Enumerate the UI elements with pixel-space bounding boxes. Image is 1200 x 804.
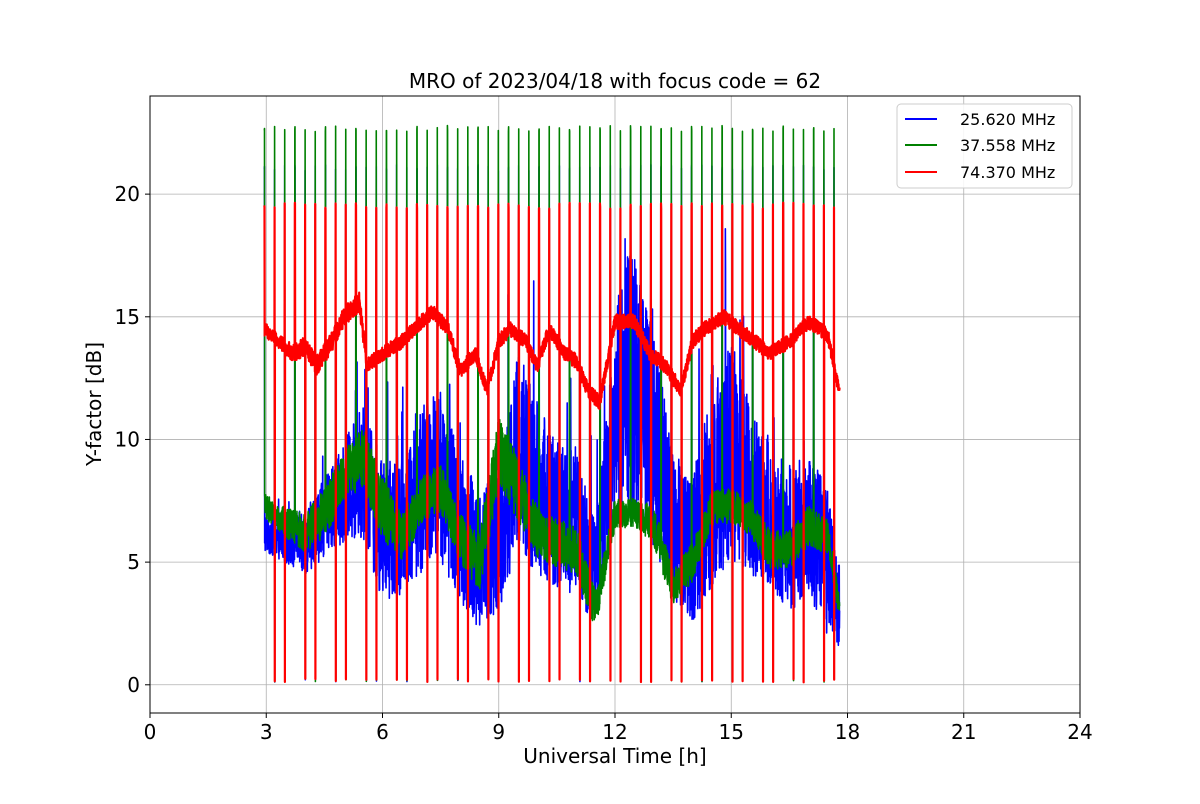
x-tick-label: 9 (492, 720, 505, 744)
x-tick-label: 18 (835, 720, 860, 744)
x-tick-label: 0 (144, 720, 157, 744)
x-tick-label: 21 (951, 720, 976, 744)
x-tick-label: 15 (719, 720, 744, 744)
plot-series (263, 124, 841, 684)
x-tick-label: 24 (1067, 720, 1092, 744)
y-tick-label: 0 (127, 673, 140, 697)
y-tick-label: 15 (115, 305, 140, 329)
chart-title: MRO of 2023/04/18 with focus code = 62 (409, 69, 821, 93)
legend-label-74mhz: 74.370 MHz (960, 163, 1055, 182)
y-tick-label: 5 (127, 550, 140, 574)
y-tick-label: 10 (115, 427, 140, 451)
axis-ticks: 0 3 6 9 12 15 18 21 24 0 5 10 15 20 (115, 182, 1093, 744)
x-axis-label: Universal Time [h] (523, 744, 706, 768)
x-tick-label: 12 (602, 720, 627, 744)
y-axis-label: Y-factor [dB] (82, 342, 106, 467)
x-tick-label: 3 (260, 720, 273, 744)
legend: 25.620 MHz 37.558 MHz 74.370 MHz (896, 103, 1073, 189)
legend-label-25mhz: 25.620 MHz (960, 110, 1055, 129)
series-74mhz-line (263, 201, 841, 684)
legend-box (896, 103, 1073, 189)
x-tick-label: 6 (376, 720, 389, 744)
legend-label-37mhz: 37.558 MHz (960, 136, 1055, 155)
y-tick-label: 20 (115, 182, 140, 206)
